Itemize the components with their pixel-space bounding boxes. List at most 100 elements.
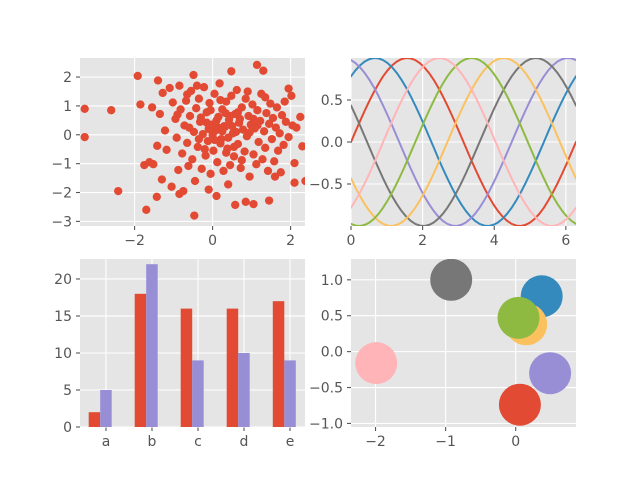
scatter-point bbox=[80, 132, 89, 142]
scatter-point bbox=[218, 127, 227, 136]
scatter-point bbox=[235, 114, 245, 124]
red-circle bbox=[498, 383, 541, 426]
scatter-point bbox=[192, 104, 201, 113]
y-tick-label: 1 bbox=[63, 99, 72, 115]
scatter-point bbox=[263, 166, 273, 176]
scatter-point bbox=[279, 140, 288, 150]
y-tick-label: 20 bbox=[54, 272, 72, 288]
scatter-point bbox=[213, 158, 222, 167]
sine-curve-4 bbox=[351, 58, 576, 226]
scatter-point bbox=[114, 186, 123, 196]
sine-curve-0 bbox=[351, 58, 576, 226]
scatter-point bbox=[240, 147, 249, 156]
y-tick-label: −3 bbox=[51, 214, 72, 230]
y-tick-label: 2 bbox=[63, 70, 72, 86]
scatter-point bbox=[231, 127, 241, 137]
scatter-point bbox=[194, 134, 204, 144]
scatter-point bbox=[216, 95, 225, 105]
scatter-point bbox=[205, 98, 214, 108]
x-tick-label: d bbox=[240, 434, 249, 450]
scatter-point bbox=[280, 97, 289, 106]
scatter-point bbox=[215, 79, 224, 88]
bubble-plot: −2 −1 0 1.0 0.5 0.0 −0.5 −1.0 bbox=[309, 259, 576, 450]
x-tick-label: 6 bbox=[561, 233, 570, 249]
bar-series-purple-e bbox=[284, 360, 296, 427]
scatter-point bbox=[175, 81, 184, 90]
scatter-point bbox=[222, 148, 231, 157]
scatter-point bbox=[225, 111, 235, 121]
scatter-point bbox=[252, 160, 261, 169]
scatter-point bbox=[155, 109, 165, 119]
scatter-point bbox=[224, 180, 233, 189]
scatter-point bbox=[281, 117, 291, 126]
bar-series-red-e bbox=[272, 301, 285, 427]
y-tick-label: 5 bbox=[63, 383, 72, 399]
scatter-point bbox=[212, 191, 221, 201]
scatter-point bbox=[219, 166, 228, 176]
sine-series-group bbox=[351, 58, 576, 226]
scatter-point bbox=[199, 83, 209, 92]
scatter-point bbox=[227, 91, 236, 100]
x-tick-label: 2 bbox=[418, 233, 427, 249]
bar-series-red-b bbox=[134, 293, 147, 427]
scatter-point bbox=[189, 70, 198, 80]
scatter-point bbox=[149, 160, 158, 169]
scatter-point bbox=[210, 89, 219, 98]
scatter-point bbox=[192, 81, 202, 90]
bar-series-purple-b bbox=[146, 264, 158, 427]
scatter-point bbox=[174, 165, 183, 175]
scatter-point bbox=[194, 94, 204, 103]
y-tick-label: −0.5 bbox=[309, 381, 343, 397]
sine-curve-5 bbox=[351, 58, 576, 226]
scatter-point bbox=[248, 100, 257, 109]
scatter-point bbox=[296, 112, 305, 122]
scatter-point bbox=[204, 185, 213, 194]
scatter-point bbox=[261, 143, 270, 152]
x-tick-label: e bbox=[286, 434, 295, 450]
scatter-point bbox=[290, 178, 299, 187]
scatter-point bbox=[231, 200, 240, 210]
scatter-point bbox=[185, 123, 194, 132]
bubble-group bbox=[355, 259, 572, 426]
x-tick-label: 2 bbox=[286, 233, 295, 249]
scatter-point bbox=[261, 93, 270, 102]
scatter-point bbox=[259, 127, 269, 136]
scatter-point bbox=[133, 71, 142, 81]
scatter-point bbox=[107, 106, 116, 115]
scatter-point bbox=[136, 100, 145, 109]
scatter-point bbox=[142, 205, 151, 214]
sine-curve-2 bbox=[351, 58, 576, 226]
scatter-point bbox=[184, 161, 193, 171]
scatter-point bbox=[183, 90, 192, 99]
scatter-point bbox=[201, 151, 210, 160]
scatter-point bbox=[160, 126, 170, 135]
sine-curve-1 bbox=[351, 58, 576, 226]
x-tick-label: −2 bbox=[365, 434, 386, 450]
scatter-point bbox=[249, 150, 258, 159]
scatter-point bbox=[275, 129, 284, 138]
y-tick-label: 0 bbox=[63, 420, 72, 436]
scatter-point bbox=[254, 137, 263, 147]
scatter-point bbox=[264, 196, 274, 205]
scatter-point bbox=[237, 156, 246, 165]
scatter-point bbox=[266, 99, 275, 108]
scatter-point bbox=[175, 189, 184, 199]
grid-and-ticks: −2 0 2 2 1 0 −1 −2 −3 bbox=[51, 58, 305, 249]
scatter-point bbox=[232, 85, 241, 95]
bar-series-red-c bbox=[180, 308, 193, 427]
scatter-point bbox=[140, 160, 149, 170]
scatter-point bbox=[270, 172, 280, 181]
x-tick-label: 0 bbox=[208, 233, 217, 249]
scatter-point bbox=[185, 111, 195, 121]
scatter-point bbox=[167, 182, 176, 191]
scatter-point bbox=[190, 176, 200, 186]
y-tick-label: 10 bbox=[54, 346, 72, 362]
scatter-point bbox=[190, 211, 199, 220]
y-tick-label: 0.5 bbox=[321, 93, 343, 109]
scatter-point bbox=[272, 103, 282, 112]
sinusoid-plot: 0 2 4 6 0.5 0.0 −0.5 bbox=[309, 58, 576, 249]
bar-chart: a b c d e 0 5 10 15 20 bbox=[54, 259, 305, 450]
bar-series-purple-d bbox=[238, 353, 250, 427]
scatter-point bbox=[212, 116, 221, 125]
